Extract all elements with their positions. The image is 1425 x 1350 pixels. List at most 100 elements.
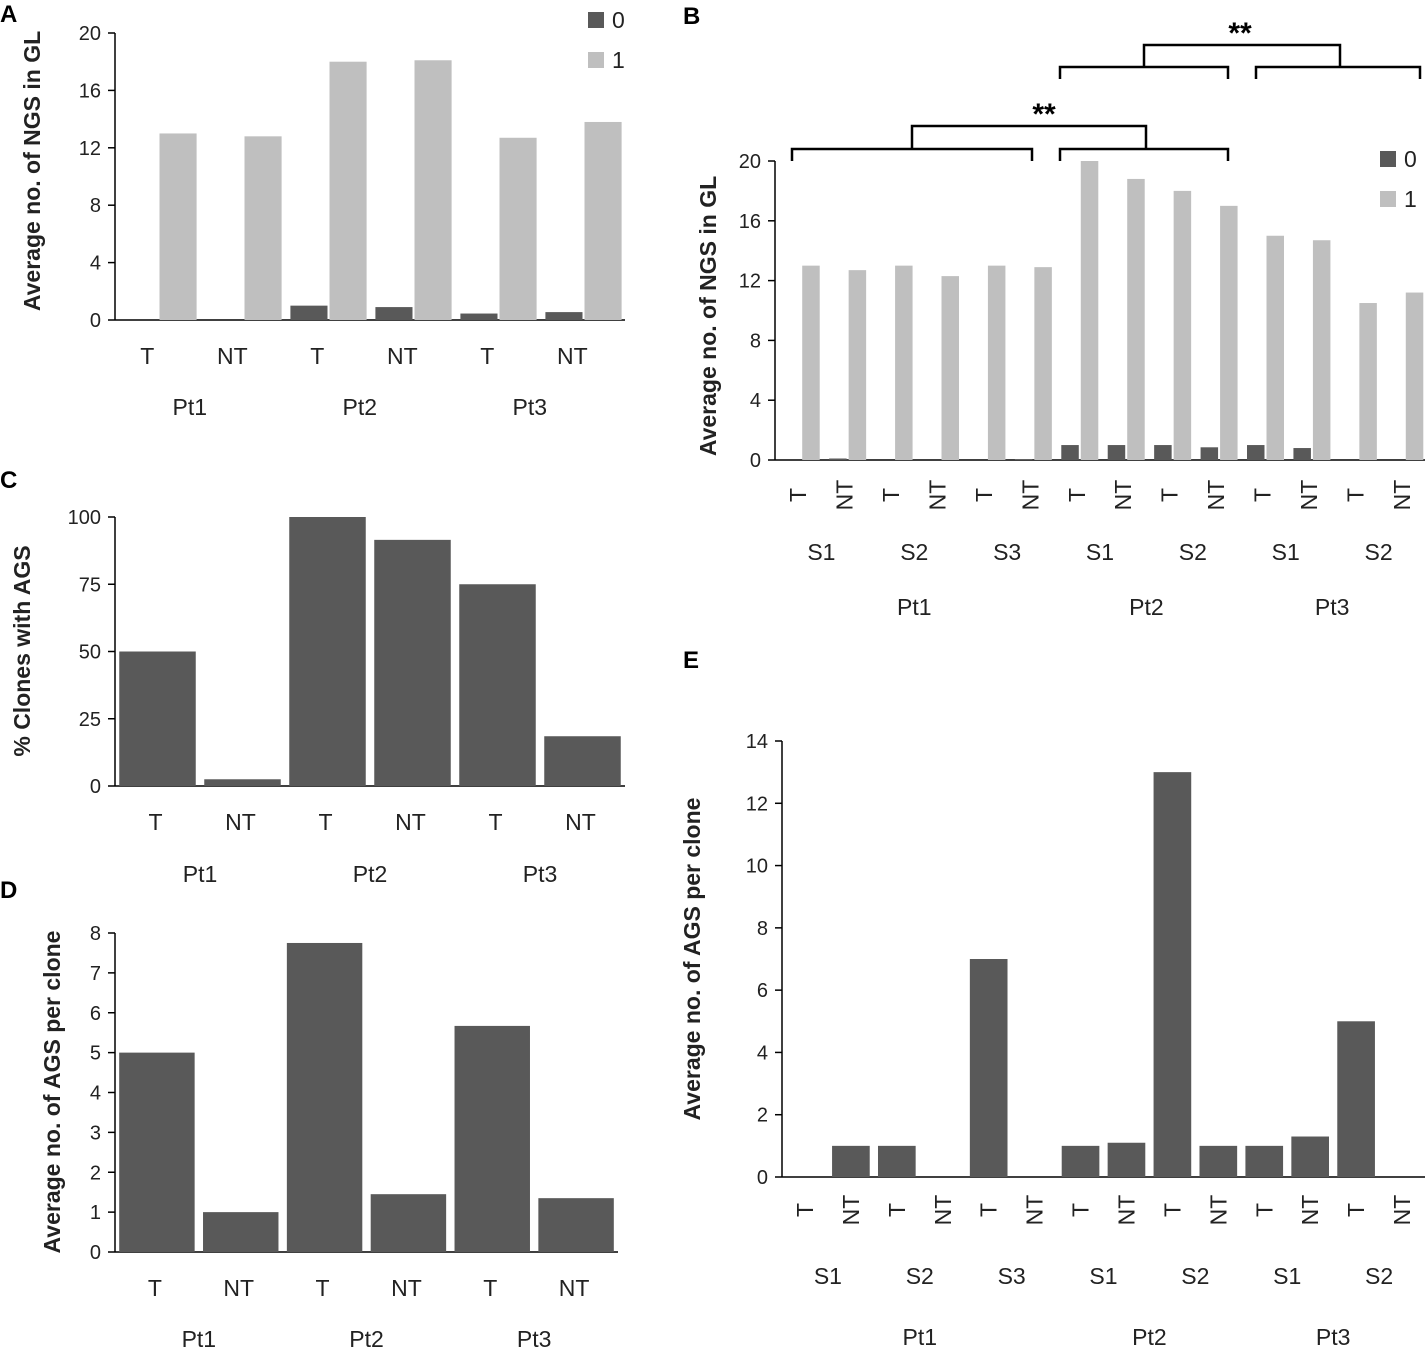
subgroup-label-e: S1 <box>1273 1263 1301 1289</box>
bar-c-0 <box>119 651 196 786</box>
bar-a-s0-2 <box>290 305 328 320</box>
category-label-c: NT <box>565 809 596 835</box>
y-tick-label-d: 8 <box>90 923 101 945</box>
y-tick-label-b: 20 <box>739 151 761 173</box>
bar-b-s1-6 <box>1080 161 1099 460</box>
bar-d-3 <box>370 1194 447 1252</box>
bar-c-5 <box>544 736 621 786</box>
y-tick-label-e: 6 <box>757 980 768 1002</box>
subgroup-label-b: S3 <box>993 539 1021 565</box>
bar-b-s1-1 <box>848 270 867 460</box>
y-axis-label-e: Average no. of AGS per clone <box>679 798 705 1121</box>
category-label-b: T <box>971 488 997 502</box>
y-tick-label-d: 3 <box>90 1122 101 1144</box>
bar-a-s1-3 <box>414 60 452 320</box>
category-label-b: NT <box>832 480 858 511</box>
legend-swatch-a <box>588 52 604 68</box>
panel-label-c: C <box>0 467 17 494</box>
group-label-c: Pt3 <box>523 861 558 887</box>
group-label-b: Pt3 <box>1315 594 1350 620</box>
bar-a-s1-1 <box>244 136 282 320</box>
category-label-e: NT <box>1113 1195 1139 1226</box>
legend-swatch-b <box>1380 191 1396 207</box>
category-label-d: T <box>483 1275 497 1301</box>
bar-b-s0-10 <box>1247 445 1265 460</box>
y-tick-label-d: 7 <box>90 963 101 985</box>
bracket-pt2-vs-pt3 <box>1142 43 1342 67</box>
category-label-e: T <box>884 1203 910 1217</box>
bar-c-3 <box>374 539 451 786</box>
subgroup-label-b: S1 <box>1086 539 1114 565</box>
category-label-b: NT <box>1389 480 1415 511</box>
bar-a-s0-3 <box>375 307 413 320</box>
legend-label-b: 0 <box>1404 146 1417 172</box>
bar-b-s0-1 <box>829 458 847 460</box>
bar-b-s0-9 <box>1200 447 1219 460</box>
legend-label-a: 1 <box>612 47 625 73</box>
bar-b-s1-13 <box>1405 292 1424 460</box>
category-label-b: T <box>1250 488 1276 502</box>
category-label-e: NT <box>930 1195 956 1226</box>
category-label-b: T <box>878 488 904 502</box>
group-label-a: Pt1 <box>173 394 208 420</box>
bar-a-s0-4 <box>460 313 498 320</box>
category-label-b: NT <box>925 480 951 511</box>
bar-e-10 <box>1245 1145 1284 1177</box>
category-label-e: NT <box>1297 1195 1323 1226</box>
bar-e-7 <box>1107 1142 1146 1177</box>
y-tick-label-e: 0 <box>757 1167 768 1189</box>
bar-b-s0-6 <box>1061 445 1079 460</box>
bar-a-s1-5 <box>584 121 622 320</box>
y-tick-label-e: 12 <box>746 793 768 815</box>
bracket-pt1 <box>790 147 1034 161</box>
subgroup-label-e: S2 <box>1181 1263 1209 1289</box>
bar-c-1 <box>204 779 281 786</box>
bracket-pt2-upper <box>1058 65 1230 79</box>
category-label-d: NT <box>559 1275 590 1301</box>
category-label-a: NT <box>217 343 248 369</box>
category-label-a: NT <box>557 343 588 369</box>
group-label-d: Pt3 <box>517 1326 552 1350</box>
y-tick-label-d: 4 <box>90 1083 101 1105</box>
bar-d-0 <box>119 1052 195 1252</box>
subgroup-label-b: S1 <box>807 539 835 565</box>
bar-b-s1-3 <box>941 276 959 460</box>
category-label-e: T <box>1251 1203 1277 1217</box>
bar-a-s1-0 <box>159 133 197 320</box>
bar-e-2 <box>877 1145 916 1177</box>
y-tick-label-c: 0 <box>90 776 101 798</box>
category-label-b: NT <box>1296 480 1322 511</box>
panel-label-b: B <box>683 3 700 30</box>
category-label-c: T <box>318 809 332 835</box>
y-tick-label-c: 25 <box>79 709 101 731</box>
legend-swatch-b <box>1380 151 1396 167</box>
bar-d-5 <box>538 1198 614 1252</box>
bar-c-2 <box>289 517 366 786</box>
category-label-d: NT <box>391 1275 422 1301</box>
category-label-c: T <box>148 809 162 835</box>
group-label-d: Pt1 <box>182 1326 217 1350</box>
bar-d-2 <box>286 942 363 1252</box>
bar-b-s1-10 <box>1266 235 1284 460</box>
y-tick-label-a: 0 <box>90 310 101 332</box>
bar-e-4 <box>969 959 1008 1177</box>
y-tick-label-e: 4 <box>757 1042 768 1064</box>
legend-label-a: 0 <box>612 7 625 33</box>
category-label-a: T <box>140 343 154 369</box>
y-axis-label-b: Average no. of NGS in GL <box>695 176 721 456</box>
subgroup-label-e: S3 <box>998 1263 1026 1289</box>
y-tick-label-b: 16 <box>739 211 761 233</box>
y-axis-label-d: Average no. of AGS per clone <box>39 931 65 1254</box>
bar-e-12 <box>1337 1021 1375 1177</box>
bar-a-s1-2 <box>329 61 367 320</box>
subgroup-label-e: S1 <box>1089 1263 1117 1289</box>
subgroup-label-b: S2 <box>900 539 928 565</box>
category-label-b: NT <box>1017 480 1043 511</box>
category-label-d: T <box>148 1275 162 1301</box>
bar-e-1 <box>832 1145 870 1177</box>
group-label-c: Pt1 <box>183 861 218 887</box>
y-tick-label-c: 75 <box>79 574 101 596</box>
bar-a-s0-5 <box>545 312 583 320</box>
subgroup-label-e: S2 <box>1365 1263 1393 1289</box>
